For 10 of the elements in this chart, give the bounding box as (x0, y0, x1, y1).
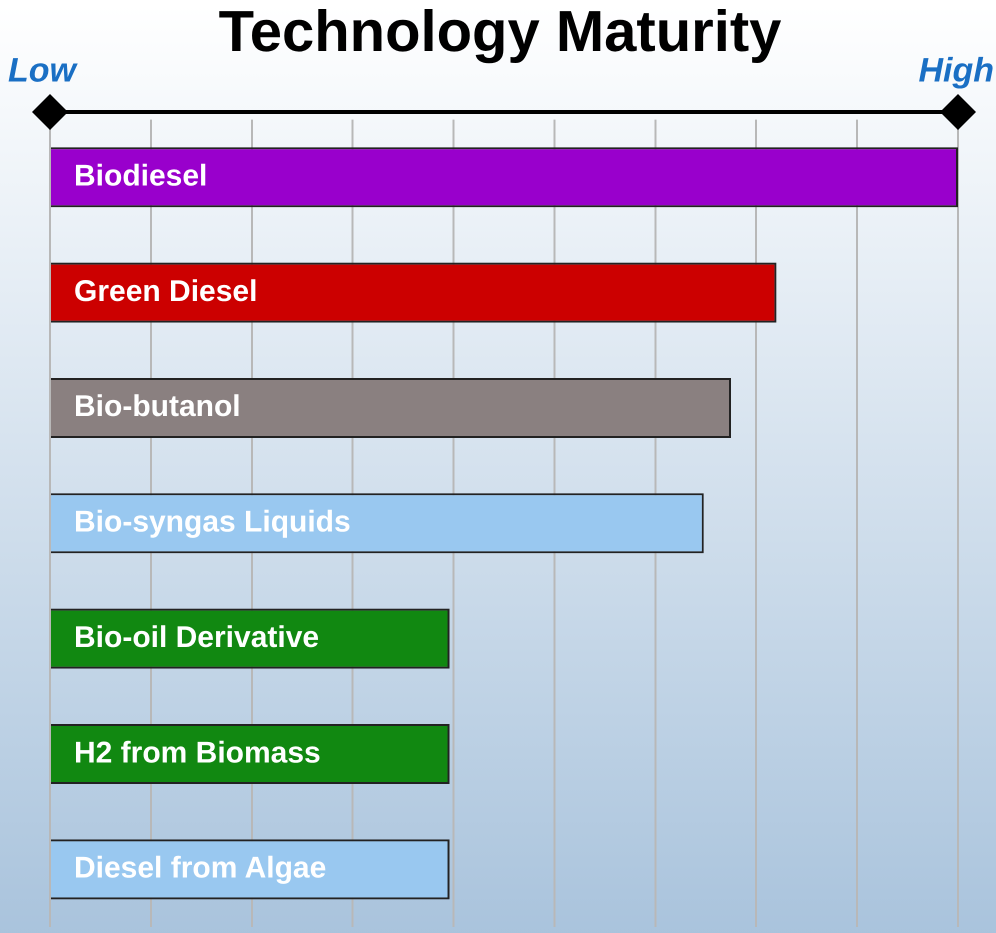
y-tick-label: H2 from Biomass (74, 736, 321, 770)
y-tick-label: Bio-syngas Liquids (74, 506, 351, 539)
y-tick-label: Bio-butanol (74, 390, 241, 424)
text: High (918, 52, 994, 90)
text: Low (8, 52, 79, 90)
y-tick-label: Diesel from Algae (74, 852, 326, 885)
y-tick-label: Biodiesel (74, 160, 208, 193)
chart-title: Technology Maturity (218, 0, 782, 64)
y-tick-label: Green Diesel (74, 274, 258, 308)
y-tick-label: Bio-oil Derivative (74, 620, 320, 654)
